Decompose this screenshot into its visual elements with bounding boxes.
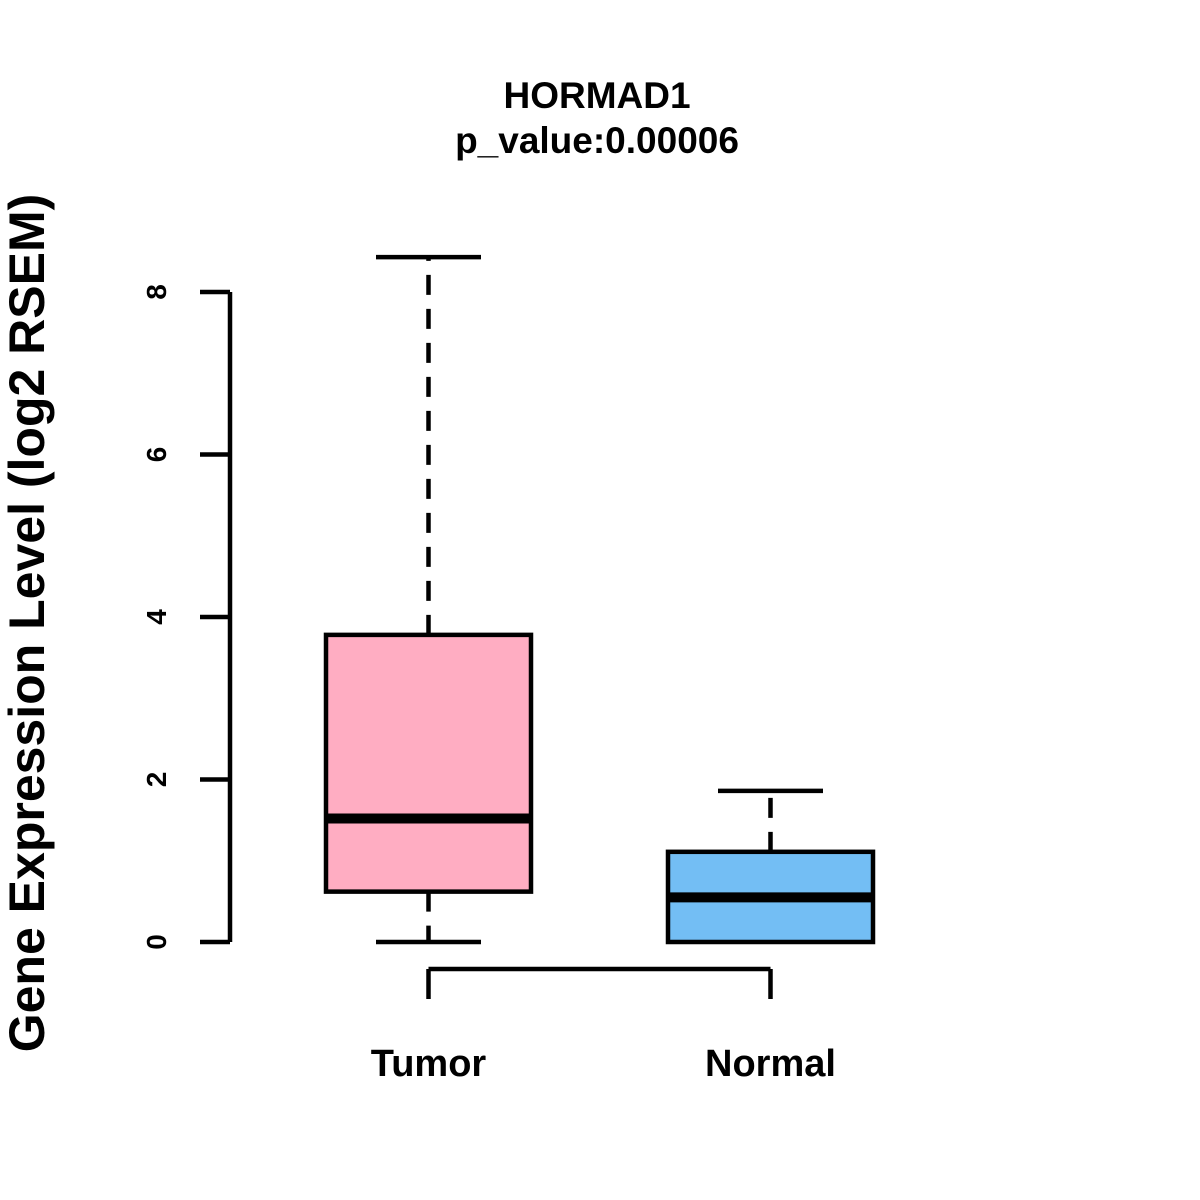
y-axis-tick-label: 2 (141, 772, 172, 788)
y-axis: 0 2 4 6 8 (141, 284, 233, 950)
chart-title: HORMAD1 (503, 75, 690, 116)
y-axis-tick-label: 4 (141, 609, 172, 625)
y-axis-label: Gene Expression Level (log2 RSEM) (0, 194, 55, 1053)
x-axis-bracket (426, 966, 773, 999)
x-label-normal: Normal (705, 1043, 836, 1085)
chart-subtitle: p_value:0.00006 (455, 120, 739, 161)
y-axis-tick-label: 8 (141, 284, 172, 300)
x-label-tumor: Tumor (371, 1043, 487, 1085)
tumor-box (323, 632, 534, 894)
boxplot-boxes (323, 254, 876, 945)
y-axis-tick-label: 0 (141, 934, 172, 950)
y-axis-tick-label: 6 (141, 447, 172, 463)
